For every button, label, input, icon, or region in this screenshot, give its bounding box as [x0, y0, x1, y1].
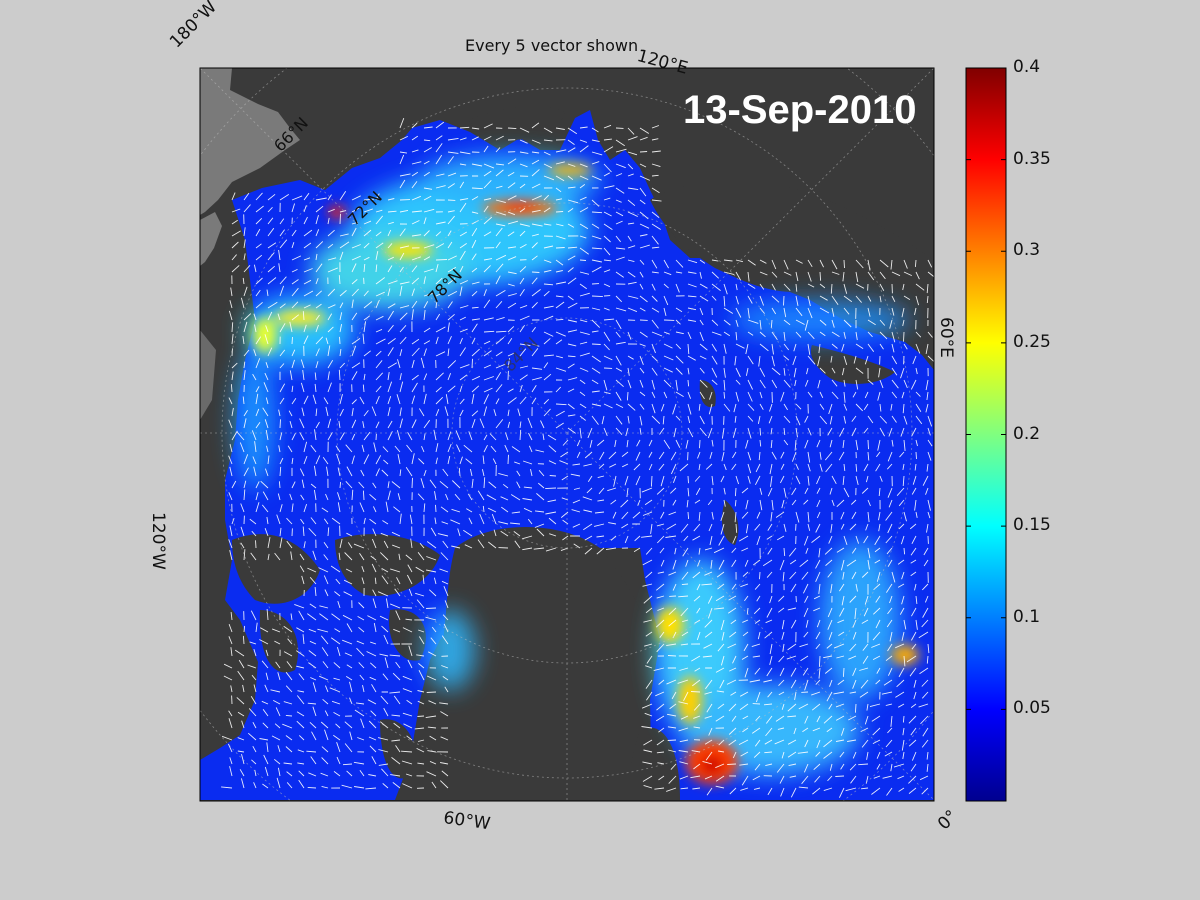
map-title: Every 5 vector shown: [465, 36, 639, 55]
map-frame: [199, 67, 935, 802]
longitude-label-120w: 120°W: [148, 512, 168, 570]
colorbar-tick-label: 0.05: [1013, 698, 1051, 719]
colorbar-tick-label: 0.2: [1013, 423, 1041, 444]
colorbar-tick-label: 0.4: [1013, 57, 1041, 77]
land-masses: [200, 106, 934, 800]
colorbar-tick-label: 0.15: [1013, 515, 1051, 536]
colorbar-tick-label: 0.1: [1013, 606, 1041, 627]
graticule: [200, 68, 934, 801]
outside-region-land: [200, 212, 222, 266]
colorbar-tick-label: 0.3: [1013, 240, 1041, 261]
colorbar: [965, 67, 1007, 802]
colorbar-tick-label: 0.25: [1013, 331, 1051, 352]
date-label: 13-Sep-2010: [683, 88, 917, 132]
colorbar-tick-label: 0.35: [1013, 148, 1051, 169]
outside-region-land: [200, 330, 216, 420]
sea-ice-area: [300, 600, 380, 800]
longitude-label-60e: 60°E: [936, 317, 956, 358]
colorbar-ticks: [966, 67, 1006, 710]
outside-region-land: [200, 68, 300, 215]
